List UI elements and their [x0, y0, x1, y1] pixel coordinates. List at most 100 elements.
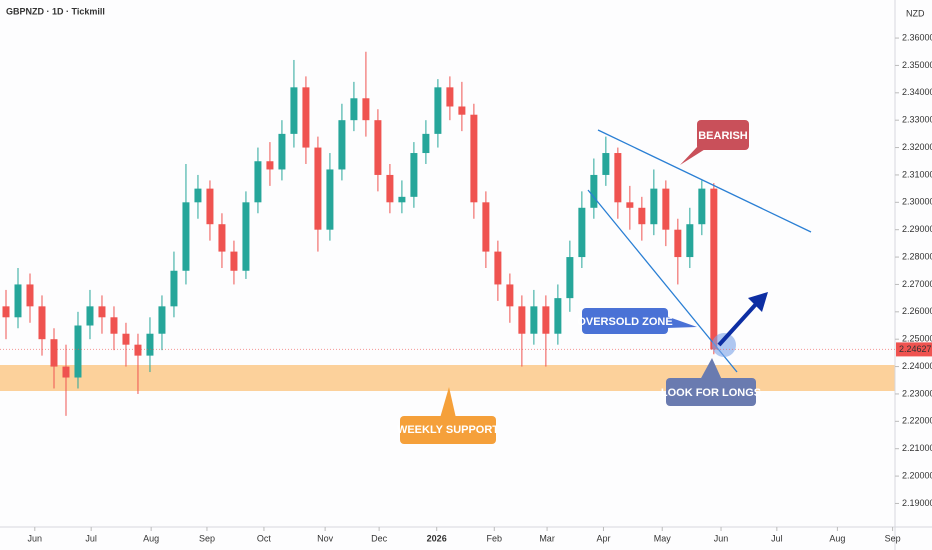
candle-body [434, 87, 442, 134]
callout-box [400, 416, 496, 444]
x-tick-label: Apr [596, 533, 610, 543]
candle-body [650, 188, 658, 225]
y-tick-label: 2.20000 [902, 470, 932, 480]
candle-body [14, 284, 22, 318]
y-tick-label: 2.23000 [902, 388, 932, 398]
y-tick-label: 2.28000 [902, 251, 932, 261]
candle-body [518, 306, 526, 334]
candle-body [242, 202, 250, 271]
y-tick-label: 2.33000 [902, 115, 932, 125]
x-tick-label: 2026 [427, 533, 447, 543]
x-tick-label: Nov [317, 533, 334, 543]
y-tick-label: 2.26000 [902, 306, 932, 316]
candle-body [374, 120, 382, 175]
candle-body [686, 224, 694, 258]
x-tick-label: Dec [371, 533, 388, 543]
trendline-upper [597, 129, 812, 233]
candle-body [554, 298, 562, 334]
candle-body [362, 98, 370, 121]
y-tick-label: 2.24000 [902, 361, 932, 371]
x-tick-label: Jul [771, 533, 783, 543]
last-price-label: 2.24627 [899, 344, 932, 354]
callout-pointer [700, 358, 722, 380]
candle-body [26, 284, 34, 307]
candle-body [122, 333, 130, 345]
candle-body [110, 317, 118, 334]
candle-body [38, 306, 46, 340]
candle-body [278, 133, 286, 170]
annotation: OVERSOLD ZONE [577, 316, 672, 328]
x-tick-label: Sep [199, 533, 215, 543]
x-tick-label: Sep [885, 533, 901, 543]
candle-body [566, 257, 574, 299]
candle-body [230, 251, 238, 271]
callout-pointer [666, 316, 697, 328]
candle-body [266, 161, 274, 170]
callout-pointer [440, 387, 456, 418]
y-tick-label: 2.34000 [902, 87, 932, 97]
candle-body [698, 188, 706, 225]
y-tick-label: 2.32000 [902, 142, 932, 152]
candle-body [470, 114, 478, 203]
candle-body [218, 224, 226, 252]
y-tick-label: 2.29000 [902, 224, 932, 234]
candle-body [422, 133, 430, 154]
candle-body [98, 306, 106, 318]
candle-body [254, 161, 262, 203]
candle-body [446, 87, 454, 107]
y-tick-label: 2.36000 [902, 32, 932, 42]
candle-body [134, 344, 142, 356]
candle-body [674, 229, 682, 258]
y-tick-label: 2.22000 [902, 416, 932, 426]
x-tick-label: Oct [257, 533, 272, 543]
x-tick-label: Mar [539, 533, 555, 543]
annotation: LOOK FOR LONGS [661, 387, 761, 399]
candle-body [86, 306, 94, 326]
candle-body [542, 306, 550, 334]
callout-box [697, 120, 749, 150]
candle-body [626, 202, 634, 208]
candle-body [662, 188, 670, 230]
candle-body [638, 207, 646, 225]
x-tick-label: Aug [143, 533, 159, 543]
candle-body [602, 153, 610, 175]
callout-box [666, 378, 756, 406]
candle-body [458, 106, 466, 115]
y-tick-label: 2.30000 [902, 197, 932, 207]
x-tick-label: Jun [28, 533, 43, 543]
candle-body [506, 284, 514, 307]
candle-body [2, 306, 10, 318]
y-tick-label: 2.31000 [902, 169, 932, 179]
candle-body [290, 87, 298, 134]
candle-body [614, 153, 622, 203]
candle-body [410, 153, 418, 197]
candle-body [578, 207, 586, 258]
x-tick-label: Aug [829, 533, 845, 543]
x-tick-label: May [654, 533, 672, 543]
x-tick-label: Jul [85, 533, 97, 543]
candle-body [146, 333, 154, 356]
trendline-lower [587, 189, 738, 373]
candle-body [350, 98, 358, 121]
candle-body [338, 120, 346, 170]
candle-body [386, 174, 394, 203]
candle-body [62, 366, 70, 378]
x-tick-label: Jun [714, 533, 729, 543]
candle-body [50, 339, 58, 367]
candle-body [158, 306, 166, 334]
candle-body [302, 87, 310, 148]
candle-body [206, 188, 214, 225]
callout-pointer [680, 146, 710, 165]
candle-body [530, 306, 538, 334]
highlight-circle [712, 333, 736, 357]
candle-body [494, 251, 502, 285]
callout-box [582, 308, 668, 334]
y-tick-label: 2.27000 [902, 279, 932, 289]
currency-label: NZD [906, 8, 925, 18]
candle-body [170, 270, 178, 307]
y-tick-label: 2.19000 [902, 498, 932, 508]
candle-body [482, 202, 490, 252]
candle-body [326, 169, 334, 230]
candle-body [74, 325, 82, 378]
